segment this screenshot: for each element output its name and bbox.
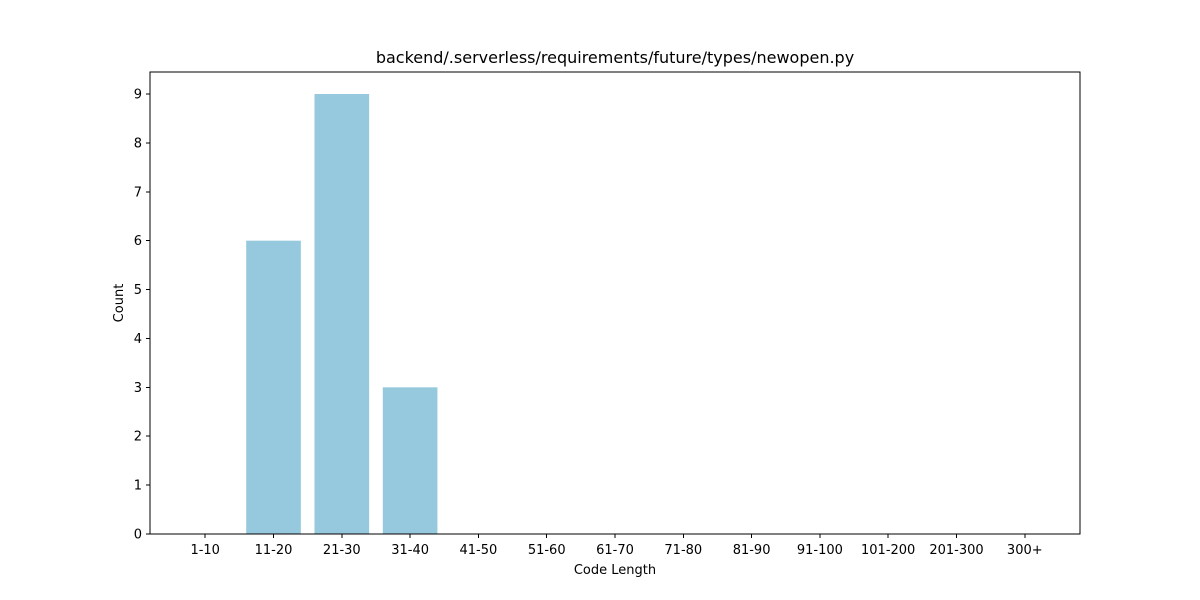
bars-group (246, 94, 438, 535)
y-axis-label: Count (112, 284, 127, 323)
y-tick-label: 2 (134, 430, 142, 445)
bar-11-20 (246, 240, 301, 535)
y-tick-label: 5 (134, 283, 142, 298)
x-tick-label: 101-200 (861, 543, 915, 558)
x-tick-label: 300+ (1007, 543, 1043, 558)
y-tick-label: 4 (134, 332, 142, 347)
x-axis-ticks: 1-10 11-20 21-30 31-40 41-50 51-60 61-70 71-80 8… (190, 534, 1043, 558)
x-tick-label: 61-70 (596, 543, 634, 558)
x-tick-label: 91-100 (797, 543, 843, 558)
y-tick-label: 0 (134, 528, 142, 543)
x-tick-label: 11-20 (255, 543, 293, 558)
x-tick-label: 71-80 (664, 543, 702, 558)
bar-31-40 (382, 387, 438, 534)
x-tick-label: 51-60 (528, 543, 566, 558)
y-tick-label: 7 (134, 185, 142, 200)
y-tick-label: 9 (134, 88, 142, 103)
y-tick-label: 8 (134, 136, 142, 151)
x-tick-label: 201-300 (929, 543, 983, 558)
y-tick-label: 3 (134, 381, 142, 396)
x-tick-label: 31-40 (391, 543, 429, 558)
y-tick-label: 1 (134, 479, 142, 494)
chart-title: backend/.serverless/requirements/future/… (376, 48, 854, 67)
x-tick-label: 81-90 (733, 543, 771, 558)
y-axis-ticks: 0 1 2 3 4 5 6 7 8 9 (134, 88, 150, 543)
x-tick-label: 1-10 (190, 543, 220, 558)
y-tick-label: 6 (134, 234, 142, 249)
x-tick-label: 41-50 (460, 543, 498, 558)
bar-21-30 (314, 94, 370, 534)
x-axis-label: Code Length (574, 563, 656, 578)
x-tick-label: 21-30 (323, 543, 361, 558)
